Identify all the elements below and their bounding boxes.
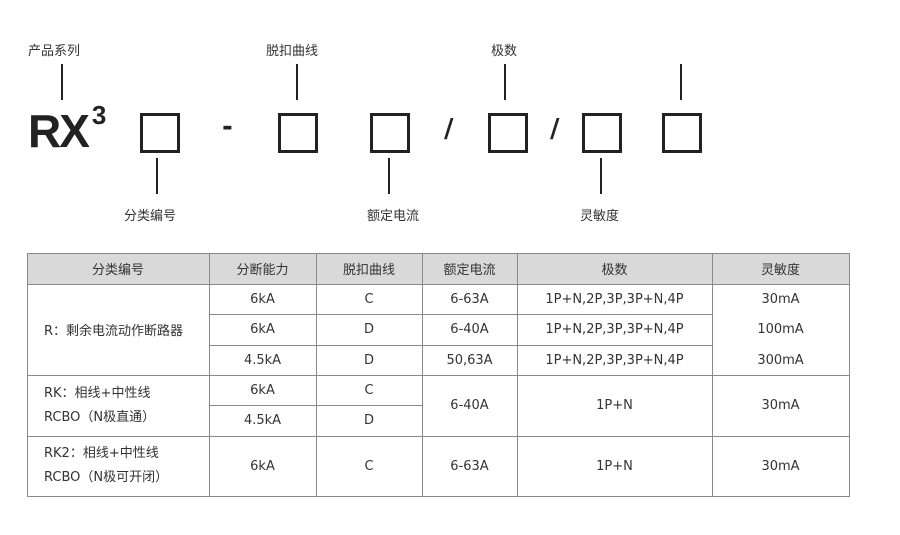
category-line: RCBO（N极可开闭） [44, 470, 169, 485]
label-rated-current: 额定电流 [367, 209, 420, 224]
grid-line [27, 253, 28, 496]
connector-line [61, 64, 63, 100]
cell-sensitivity: 30mA [761, 398, 800, 413]
cell-breaking: 6kA [250, 322, 275, 337]
cell-sensitivity: 100mA [757, 322, 804, 337]
cell-current: 6-40A [450, 322, 489, 337]
label-poles: 极数 [491, 44, 518, 59]
cell-poles: 1P+N,2P,3P,3P+N,4P [545, 352, 684, 368]
cell-sensitivity: 300mA [757, 352, 804, 368]
category-r: R：剩余电流动作断路器 [44, 324, 184, 339]
model-code: RX 3 [28, 100, 106, 158]
header-poles: 极数 [601, 263, 628, 278]
cell-poles: 1P+N,2P,3P,3P+N,4P [545, 291, 684, 307]
cell-poles: 1P+N [596, 398, 633, 413]
label-category: 分类编号 [124, 209, 177, 224]
code-box-category [140, 113, 180, 153]
header-category: 分类编号 [91, 263, 144, 278]
label-sensitivity: 灵敏度 [580, 209, 620, 224]
grid-line [27, 253, 850, 254]
cell-current: 6-63A [450, 458, 489, 474]
header-sensitivity: 灵敏度 [760, 263, 800, 278]
cell-sensitivity: 30mA [761, 458, 800, 474]
code-box-sensitivity [582, 113, 622, 153]
model-name: RX [28, 105, 90, 157]
connector-line [504, 64, 506, 100]
cell-breaking: 6kA [250, 382, 275, 398]
cell-breaking: 6kA [250, 291, 275, 307]
cell-curve: D [363, 352, 374, 368]
separator-dash: - [222, 112, 233, 142]
code-box-extra [662, 113, 702, 153]
cell-current: 50,63A [446, 352, 493, 368]
header-breaking-capacity: 分断能力 [236, 263, 289, 278]
connector-line [600, 158, 602, 194]
cell-sensitivity: 30mA [761, 291, 800, 307]
label-trip-curve: 脱扣曲线 [266, 44, 319, 59]
cell-current: 6-40A [450, 398, 489, 413]
cell-breaking: 6kA [250, 458, 275, 474]
grid-line [209, 345, 712, 346]
separator-slash: / [444, 114, 454, 144]
code-box-curve [278, 113, 318, 153]
cell-breaking: 4.5kA [243, 413, 282, 428]
grid-line [209, 314, 712, 315]
grid-line [316, 253, 317, 496]
cell-poles: 1P+N [596, 458, 633, 474]
category-line: RK2：相线+中性线 [44, 446, 159, 461]
header-trip-curve: 脱扣曲线 [342, 263, 395, 278]
grid-line [27, 436, 850, 437]
connector-line [680, 64, 682, 100]
model-superscript: 3 [91, 100, 107, 130]
connector-line [388, 158, 390, 194]
cell-curve: D [363, 322, 374, 337]
cell-curve: D [363, 413, 374, 428]
label-product-series: 产品系列 [28, 44, 81, 59]
cell-curve: C [364, 291, 374, 307]
grid-line [27, 496, 850, 497]
category-line: RCBO（N极直通） [44, 409, 156, 425]
cell-breaking: 4.5kA [243, 352, 282, 368]
grid-line [209, 405, 422, 406]
grid-line [209, 253, 210, 496]
code-box-current [370, 113, 410, 153]
cell-curve: C [364, 458, 374, 474]
category-rk2: RK2：相线+中性线 RCBO（N极可开闭） [27, 436, 209, 496]
grid-line [517, 253, 518, 496]
separator-slash: / [550, 114, 560, 144]
grid-line [712, 253, 713, 496]
grid-line [27, 284, 850, 285]
cell-poles: 1P+N,2P,3P,3P+N,4P [545, 322, 684, 337]
cell-current: 6-63A [450, 291, 489, 307]
category-line: RK：相线+中性线 [44, 385, 151, 401]
grid-line [849, 253, 850, 496]
cell-curve: C [364, 382, 374, 398]
header-rated-current: 额定电流 [443, 263, 496, 278]
category-rk: RK：相线+中性线 RCBO（N极直通） [27, 375, 209, 436]
grid-line [422, 253, 423, 496]
connector-line [156, 158, 158, 194]
grid-line [27, 375, 850, 376]
connector-line [296, 64, 298, 100]
code-box-poles [488, 113, 528, 153]
